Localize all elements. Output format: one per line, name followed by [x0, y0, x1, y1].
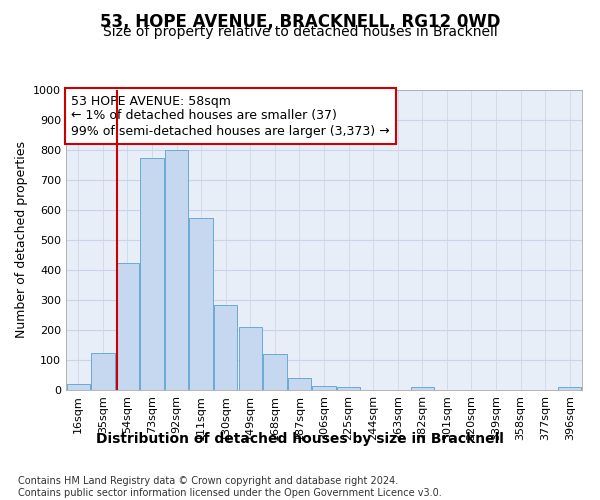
Text: Size of property relative to detached houses in Bracknell: Size of property relative to detached ho… [103, 25, 497, 39]
Bar [214, 304, 238, 390]
Bar [67, 384, 90, 390]
Bar [91, 352, 115, 390]
Bar [558, 387, 581, 390]
Bar [337, 387, 360, 390]
Bar [116, 262, 139, 390]
Bar [288, 378, 311, 390]
Y-axis label: Number of detached properties: Number of detached properties [14, 142, 28, 338]
Bar [239, 327, 262, 390]
Bar [313, 386, 335, 390]
Text: Contains HM Land Registry data © Crown copyright and database right 2024.
Contai: Contains HM Land Registry data © Crown c… [18, 476, 442, 498]
Bar [410, 387, 434, 390]
Bar [263, 354, 287, 390]
Text: 53, HOPE AVENUE, BRACKNELL, RG12 0WD: 53, HOPE AVENUE, BRACKNELL, RG12 0WD [100, 12, 500, 30]
Text: 53 HOPE AVENUE: 58sqm
← 1% of detached houses are smaller (37)
99% of semi-detac: 53 HOPE AVENUE: 58sqm ← 1% of detached h… [71, 94, 390, 138]
Bar [190, 218, 213, 390]
Bar [165, 150, 188, 390]
Bar [140, 158, 164, 390]
Text: Distribution of detached houses by size in Bracknell: Distribution of detached houses by size … [96, 432, 504, 446]
